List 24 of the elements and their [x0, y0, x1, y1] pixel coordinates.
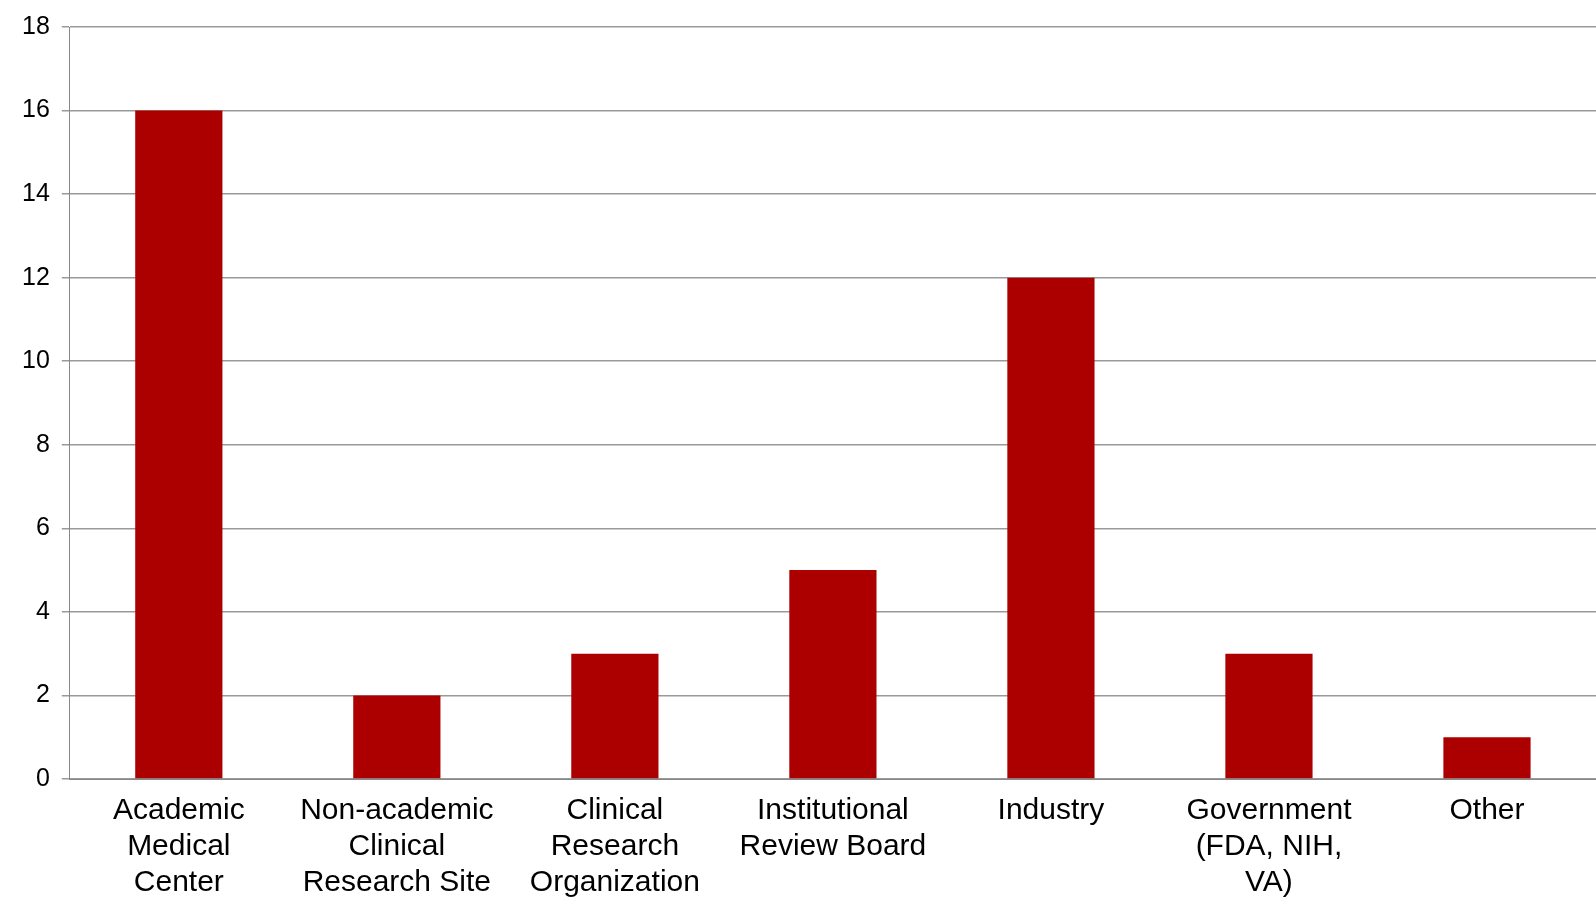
bar	[1007, 277, 1095, 779]
x-tick-label: Clinical Research Organization	[529, 792, 700, 898]
x-tick-label: Non-academic Clinical Research Site	[300, 792, 494, 898]
x-tick-label: Industry	[997, 792, 1105, 826]
bar	[571, 653, 659, 779]
y-tick-label: 6	[35, 512, 50, 541]
y-tick-label: 4	[35, 595, 50, 624]
y-tick-label: 8	[35, 428, 50, 457]
x-tick-label: Institutional Review Board	[739, 792, 927, 862]
y-tick-label: 16	[22, 94, 50, 123]
y-tick-label: 10	[22, 345, 50, 374]
bar	[1225, 653, 1313, 779]
y-tick-label: 18	[22, 10, 50, 39]
bar	[353, 695, 441, 779]
y-tick-label: 12	[22, 261, 50, 290]
bar	[789, 570, 877, 779]
x-tick-label: Government (FDA, NIH, VA)	[1186, 792, 1353, 898]
y-tick-label: 2	[35, 679, 50, 708]
bar	[1443, 737, 1531, 779]
x-tick-label: Other	[1449, 792, 1525, 826]
y-tick-label: 14	[22, 178, 50, 206]
y-tick-label: 0	[35, 762, 50, 791]
bar	[135, 110, 223, 779]
x-tick-label: Academic Medical Center	[112, 792, 245, 898]
